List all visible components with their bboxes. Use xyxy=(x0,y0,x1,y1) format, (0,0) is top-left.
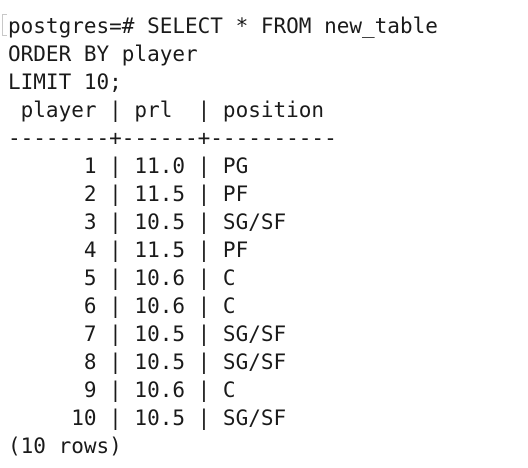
table-row: 10 | 10.5 | SG/SF xyxy=(8,406,287,430)
query-line: LIMIT 10; xyxy=(8,70,122,94)
query-line: ORDER BY player xyxy=(8,42,198,66)
table-row: 7 | 10.5 | SG/SF xyxy=(8,322,287,346)
table-row: 4 | 11.5 | PF xyxy=(8,238,249,262)
result-header: player | prl | position xyxy=(8,98,337,122)
psql-prompt: postgres=# xyxy=(8,14,148,38)
table-row: 6 | 10.6 | C xyxy=(8,294,236,318)
command-line-1: postgres=# SELECT * FROM new_table xyxy=(8,12,528,40)
table-row: 9 | 10.6 | C xyxy=(8,378,236,402)
table-row: 3 | 10.5 | SG/SF xyxy=(8,210,287,234)
table-row: 2 | 11.5 | PF xyxy=(8,182,249,206)
table-row: 1 | 11.0 | PG xyxy=(8,154,249,178)
selection-bracket-icon xyxy=(2,14,7,36)
table-row: 8 | 10.5 | SG/SF xyxy=(8,350,287,374)
table-row: 5 | 10.6 | C xyxy=(8,266,236,290)
query-line: SELECT * FROM new_table xyxy=(147,14,438,38)
row-count-footer: (10 rows) xyxy=(8,434,122,458)
result-separator: --------+------+---------- xyxy=(8,126,337,150)
